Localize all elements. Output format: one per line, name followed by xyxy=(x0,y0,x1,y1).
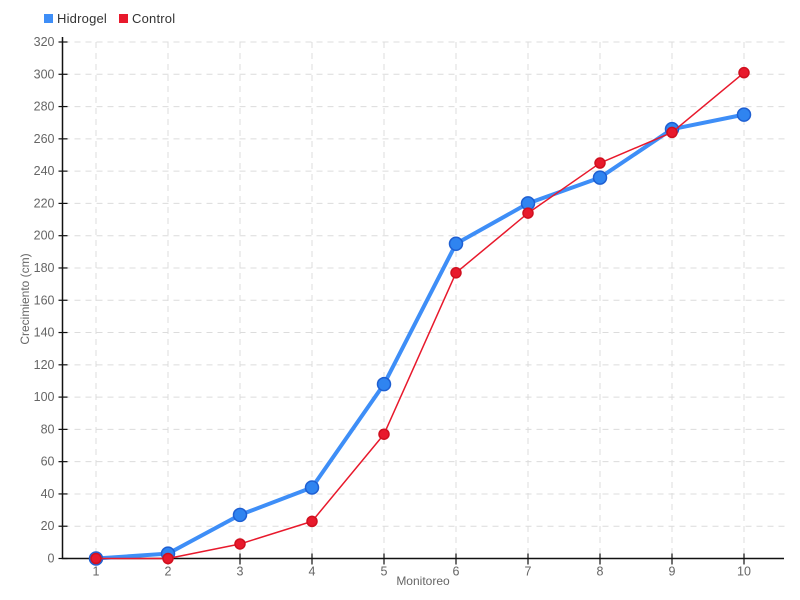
x-tick-label: 7 xyxy=(525,565,532,579)
data-point-control-3 xyxy=(234,538,246,550)
y-tick-label: 280 xyxy=(34,100,55,114)
y-tick-label: 300 xyxy=(34,67,55,81)
y-tick-label: 100 xyxy=(34,390,55,404)
series-line-control xyxy=(95,71,745,560)
y-tick-label: 120 xyxy=(34,358,55,372)
x-tick-label: 10 xyxy=(737,565,751,579)
y-tick-label: 80 xyxy=(41,422,55,436)
y-tick-label: 240 xyxy=(34,164,55,178)
y-tick-label: 180 xyxy=(34,261,55,275)
data-point-hidrogel-6 xyxy=(448,236,464,252)
legend-label-hidrogel: Hidrogel xyxy=(57,11,108,26)
chart-legend: Hidrogel Control xyxy=(44,11,175,26)
y-tick-label: 220 xyxy=(34,196,55,210)
y-tick-label: 60 xyxy=(41,455,55,469)
y-tick-label: 320 xyxy=(34,35,55,49)
data-point-hidrogel-4 xyxy=(304,480,320,495)
legend-item-control[interactable]: Control xyxy=(119,11,175,26)
legend-label-control: Control xyxy=(132,11,176,26)
data-point-control-5 xyxy=(378,428,390,440)
legend-item-hidrogel[interactable]: Hidrogel xyxy=(44,11,107,26)
x-axis-title: Monitoreo xyxy=(396,574,450,588)
x-tick-label: 2 xyxy=(165,565,172,579)
data-point-hidrogel-8 xyxy=(592,170,608,185)
data-point-control-7 xyxy=(522,207,534,219)
y-tick-label: 200 xyxy=(34,229,55,243)
hidrogel-swatch-icon xyxy=(44,14,53,23)
x-tick-label: 8 xyxy=(597,565,604,579)
x-tick-label: 3 xyxy=(237,565,244,579)
y-tick-label: 20 xyxy=(41,519,55,533)
y-tick-label: 160 xyxy=(34,293,55,307)
data-point-hidrogel-10 xyxy=(736,107,752,122)
data-point-control-4 xyxy=(306,515,318,528)
data-point-control-10 xyxy=(738,66,750,79)
x-tick-label: 4 xyxy=(309,565,316,579)
y-tick-label: 140 xyxy=(34,326,55,340)
x-tick-label: 1 xyxy=(93,565,100,579)
data-point-control-2 xyxy=(162,552,174,565)
data-point-hidrogel-5 xyxy=(376,376,392,392)
y-tick-label: 260 xyxy=(34,132,55,146)
y-tick-label: 0 xyxy=(48,552,55,566)
x-tick-label: 5 xyxy=(381,565,388,579)
data-point-control-8 xyxy=(594,157,606,169)
x-tick-label: 9 xyxy=(669,565,676,579)
control-swatch-icon xyxy=(119,14,129,23)
data-point-control-9 xyxy=(666,126,678,139)
data-point-hidrogel-3 xyxy=(232,507,248,523)
x-tick-label: 6 xyxy=(453,565,460,579)
data-point-control-1 xyxy=(90,552,102,565)
data-point-control-6 xyxy=(450,267,462,279)
y-tick-label: 40 xyxy=(41,487,55,501)
series-line-hidrogel xyxy=(94,112,746,561)
y-axis-title: Crecimiento (cm) xyxy=(18,253,32,345)
